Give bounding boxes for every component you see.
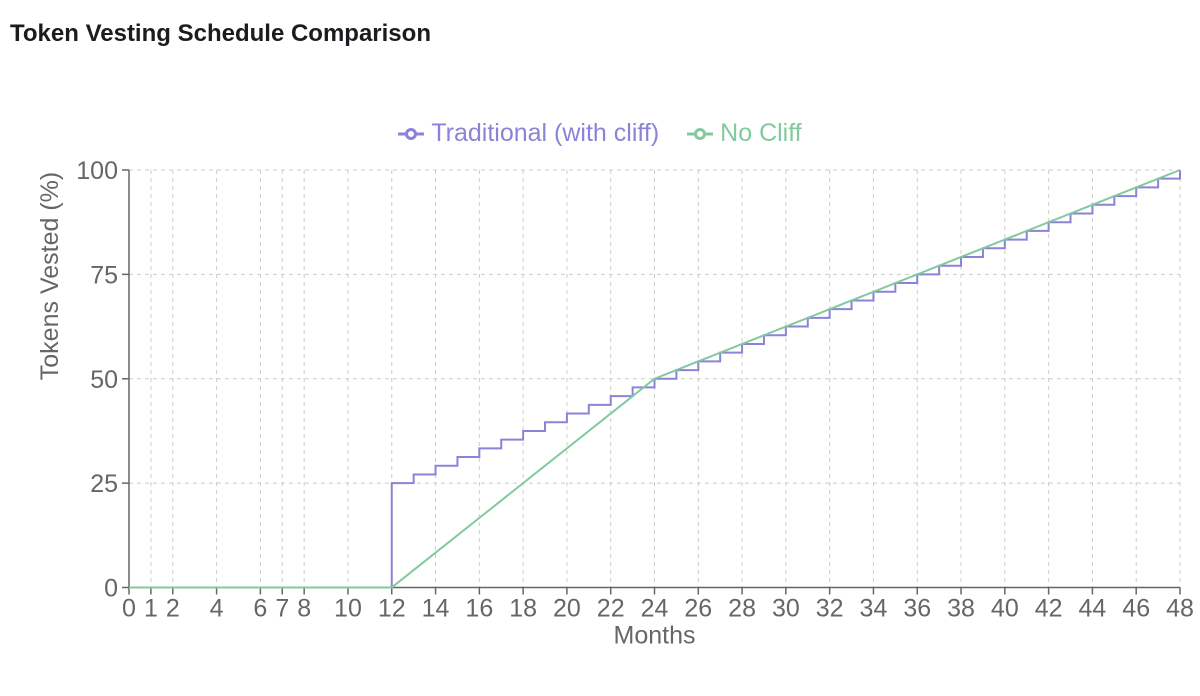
x-tick-label: 46 — [1122, 595, 1150, 623]
x-tick-label: 18 — [509, 595, 537, 623]
legend-label: No Cliff — [720, 119, 802, 147]
x-tick-label: 7 — [275, 595, 289, 623]
x-tick-label: 2 — [166, 595, 180, 623]
x-tick-label: 42 — [1035, 595, 1063, 623]
y-tick-label: 100 — [76, 157, 118, 185]
x-tick-label: 44 — [1079, 595, 1107, 623]
x-tick-label: 14 — [422, 595, 450, 623]
x-tick-label: 10 — [334, 595, 362, 623]
x-tick-label: 16 — [465, 595, 493, 623]
y-axis-title: Tokens Vested (%) — [36, 172, 64, 380]
legend-item-no-cliff: No Cliff — [687, 119, 802, 148]
line-marker-icon — [687, 127, 714, 140]
x-tick-label: 6 — [253, 595, 267, 623]
x-tick-label: 36 — [903, 595, 931, 623]
x-tick-label: 8 — [297, 595, 311, 623]
legend-item-traditional-with-cliff: Traditional (with cliff) — [398, 119, 659, 148]
x-tick-label: 4 — [210, 595, 224, 623]
x-tick-label: 34 — [860, 595, 888, 623]
x-tick-label: 32 — [816, 595, 844, 623]
x-tick-label: 24 — [641, 595, 669, 623]
y-tick-label: 25 — [90, 470, 118, 498]
chart-legend: Traditional (with cliff) No Cliff — [0, 119, 1200, 148]
x-tick-label: 20 — [553, 595, 581, 623]
x-tick-label: 0 — [122, 595, 136, 623]
x-tick-label: 22 — [597, 595, 625, 623]
x-tick-label: 38 — [947, 595, 975, 623]
y-tick-label: 75 — [90, 261, 118, 289]
x-tick-label: 12 — [378, 595, 406, 623]
x-tick-label: 26 — [684, 595, 712, 623]
series-line-no-cliff — [129, 169, 1181, 589]
x-tick-label: 30 — [772, 595, 800, 623]
chart-title: Token Vesting Schedule Comparison — [10, 20, 431, 47]
x-tick-label: 48 — [1166, 595, 1194, 623]
x-tick-label: 28 — [728, 595, 756, 623]
y-tick-label: 50 — [90, 366, 118, 394]
x-tick-label: 40 — [991, 595, 1019, 623]
x-tick-label: 1 — [144, 595, 158, 623]
y-tick-label: 0 — [104, 575, 118, 603]
line-marker-icon — [398, 127, 425, 140]
legend-label: Traditional (with cliff) — [431, 119, 660, 147]
x-axis-title: Months — [614, 622, 696, 650]
series-line-traditional-with-cliff — [129, 170, 1181, 589]
vesting-chart-canvas[interactable]: 0 1 2 4 6 7 8 10 12 14 16 18 20 22 24 26 28 30 32 34 36 38 40 4… — [0, 100, 1200, 696]
